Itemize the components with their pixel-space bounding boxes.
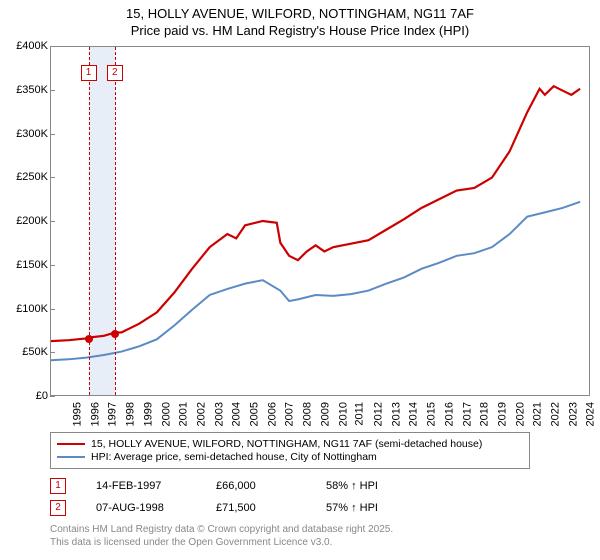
legend-item: HPI: Average price, semi-detached house,… <box>57 451 523 463</box>
x-tick-label: 2021 <box>532 402 544 426</box>
sale-delta: 58% ↑ HPI <box>326 480 378 492</box>
x-tick-label: 1998 <box>125 402 137 426</box>
y-tick-label: £50K <box>22 346 48 358</box>
x-tick-label: 2007 <box>284 402 296 426</box>
y-tick-label: £350K <box>16 84 48 96</box>
y-tick-mark <box>50 352 55 353</box>
x-tick-label: 2000 <box>160 402 172 426</box>
legend-label: HPI: Average price, semi-detached house,… <box>91 451 377 463</box>
sale-date: 14-FEB-1997 <box>96 480 186 492</box>
series-price_paid <box>51 86 580 341</box>
y-tick-mark <box>50 46 55 47</box>
y-tick-mark <box>50 265 55 266</box>
x-tick-label: 2022 <box>550 402 562 426</box>
y-tick-label: £100K <box>16 303 48 315</box>
x-tick-label: 2016 <box>443 402 455 426</box>
x-tick-label: 2024 <box>585 402 597 426</box>
legend-label: 15, HOLLY AVENUE, WILFORD, NOTTINGHAM, N… <box>91 438 482 450</box>
y-tick-label: £0 <box>36 390 48 402</box>
legend: 15, HOLLY AVENUE, WILFORD, NOTTINGHAM, N… <box>50 432 530 469</box>
sale-dot <box>85 335 93 343</box>
x-tick-label: 2008 <box>302 402 314 426</box>
x-tick-label: 2003 <box>213 402 225 426</box>
sale-vline <box>115 47 116 395</box>
title-line1: 15, HOLLY AVENUE, WILFORD, NOTTINGHAM, N… <box>0 6 600 23</box>
legend-swatch-0 <box>57 443 85 445</box>
y-tick-label: £200K <box>16 215 48 227</box>
x-tick-label: 2002 <box>195 402 207 426</box>
sale-price: £71,500 <box>216 502 296 514</box>
x-tick-label: 2006 <box>266 402 278 426</box>
x-tick-label: 2005 <box>249 402 261 426</box>
legend-swatch-1 <box>57 456 85 458</box>
x-tick-label: 2023 <box>567 402 579 426</box>
x-tick-label: 2018 <box>479 402 491 426</box>
y-tick-mark <box>50 177 55 178</box>
sale-marker-icon: 1 <box>50 478 66 494</box>
y-tick-label: £250K <box>16 171 48 183</box>
x-tick-label: 2017 <box>461 402 473 426</box>
sale-row: 2 07-AUG-1998 £71,500 57% ↑ HPI <box>50 500 378 516</box>
sale-delta: 57% ↑ HPI <box>326 502 378 514</box>
x-tick-label: 2009 <box>319 402 331 426</box>
sale-marker-icon: 2 <box>50 500 66 516</box>
y-tick-mark <box>50 134 55 135</box>
sale-row: 1 14-FEB-1997 £66,000 58% ↑ HPI <box>50 478 378 494</box>
x-tick-label: 2001 <box>178 402 190 426</box>
series-hpi <box>51 202 580 360</box>
legend-item: 15, HOLLY AVENUE, WILFORD, NOTTINGHAM, N… <box>57 438 523 450</box>
y-tick-label: £400K <box>16 40 48 52</box>
chart-plot-area: 12 <box>50 46 590 396</box>
x-tick-label: 1996 <box>89 402 101 426</box>
y-tick-mark <box>50 90 55 91</box>
y-tick-mark <box>50 396 55 397</box>
sale-price: £66,000 <box>216 480 296 492</box>
sale-marker-label: 1 <box>81 65 97 81</box>
sale-marker-label: 2 <box>107 65 123 81</box>
x-tick-label: 2015 <box>426 402 438 426</box>
x-tick-label: 2012 <box>372 402 384 426</box>
x-tick-label: 2011 <box>354 402 366 426</box>
footnote: Contains HM Land Registry data © Crown c… <box>50 524 393 549</box>
x-tick-label: 2013 <box>390 402 402 426</box>
y-tick-label: £300K <box>16 128 48 140</box>
footnote-line1: Contains HM Land Registry data © Crown c… <box>50 524 393 537</box>
chart-svg <box>51 47 589 395</box>
x-tick-label: 2010 <box>337 402 349 426</box>
sale-date: 07-AUG-1998 <box>96 502 186 514</box>
x-tick-label: 2004 <box>231 402 243 426</box>
x-tick-label: 1997 <box>107 402 119 426</box>
x-tick-label: 2014 <box>408 402 420 426</box>
footnote-line2: This data is licensed under the Open Gov… <box>50 537 393 550</box>
title-line2: Price paid vs. HM Land Registry's House … <box>0 23 600 40</box>
x-tick-label: 2020 <box>514 402 526 426</box>
x-tick-label: 1995 <box>71 402 83 426</box>
x-tick-label: 1999 <box>142 402 154 426</box>
y-tick-mark <box>50 221 55 222</box>
y-tick-mark <box>50 309 55 310</box>
chart-title: 15, HOLLY AVENUE, WILFORD, NOTTINGHAM, N… <box>0 0 600 40</box>
x-tick-label: 2019 <box>496 402 508 426</box>
y-tick-label: £150K <box>16 259 48 271</box>
sale-dot <box>111 330 119 338</box>
